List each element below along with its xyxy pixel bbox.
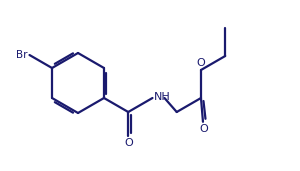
Text: Br: Br xyxy=(16,50,28,60)
Text: O: O xyxy=(200,124,208,134)
Text: NH: NH xyxy=(154,92,170,102)
Text: O: O xyxy=(196,58,206,68)
Text: O: O xyxy=(125,138,134,148)
